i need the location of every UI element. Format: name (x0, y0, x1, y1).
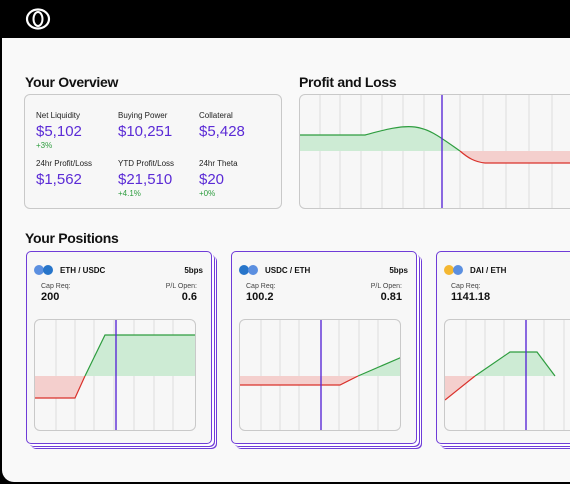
pnl-loss-line (459, 150, 570, 164)
stat-value: $5,102 (36, 123, 82, 140)
stat-value: $21,510 (118, 171, 173, 188)
position-header: USDC / ETH 5bps (239, 264, 408, 278)
overview-card: Net Liquidity $5,102 +3% Buying Power $1… (24, 94, 282, 209)
dai-token-icon (444, 265, 454, 275)
pnl-title: Profit and Loss (299, 74, 397, 90)
usdc-token-icon (239, 265, 249, 275)
eth-token-icon (453, 265, 463, 275)
stat-value: $1,562 (36, 171, 82, 188)
position-pair: DAI / ETH (470, 266, 507, 275)
position-header: DAI / ETH (444, 264, 570, 278)
cap-req-value: 100.2 (246, 291, 274, 303)
stat-value: $10,251 (118, 123, 173, 140)
cap-req-label: Cap Req: (451, 283, 481, 290)
position-pair: USDC / ETH (265, 266, 311, 275)
stat-label: Buying Power (118, 111, 168, 120)
stat-buying-power: Buying Power $10,251 (118, 111, 172, 140)
stat-collateral: Collateral $5,428 (199, 111, 245, 140)
stat-change: +0% (199, 189, 216, 198)
cap-req-label: Cap Req: (246, 283, 276, 290)
stat-value: $5,428 (199, 123, 245, 140)
pnl-gain-area (300, 126, 460, 151)
stat-label: Net Liquidity (36, 111, 81, 120)
position-pair: ETH / USDC (60, 266, 106, 275)
pl-open-label: P/L Open: (370, 283, 402, 290)
stat-net-liquidity: Net Liquidity $5,102 +3% (36, 111, 82, 150)
stat-label: Collateral (199, 111, 233, 120)
position-fee: 5bps (184, 266, 203, 275)
position-card-usdc-eth[interactable]: USDC / ETH 5bps Cap Req: 100.2 P/L Open:… (231, 251, 417, 444)
cap-req-label: Cap Req: (41, 283, 71, 290)
stat-label: 24hr Profit/Loss (36, 159, 93, 168)
eth-token-icon (248, 265, 258, 275)
stat-value: $20 (199, 171, 225, 188)
stat-change: +4.1% (118, 189, 141, 198)
position-card-dai-eth[interactable]: DAI / ETH Cap Req: 1141.18 (436, 251, 570, 444)
pl-open-label: P/L Open: (165, 283, 197, 290)
eth-token-icon (34, 265, 44, 275)
pl-open-value: 0.6 (181, 291, 197, 303)
app-logo-icon[interactable] (25, 8, 51, 30)
top-bar (0, 0, 570, 38)
positions-title: Your Positions (25, 230, 119, 246)
stat-24hr-pnl: 24hr Profit/Loss $1,562 (36, 159, 92, 188)
usdc-token-icon (43, 265, 53, 275)
cap-req-value: 1141.18 (451, 291, 491, 303)
position-payoff-chart (239, 319, 401, 431)
pnl-loss-area (460, 151, 570, 163)
stat-change: +3% (36, 141, 53, 150)
position-payoff-chart (444, 319, 570, 431)
pnl-chart (300, 95, 570, 208)
position-header: ETH / USDC 5bps (34, 264, 203, 278)
cap-req-value: 200 (41, 291, 60, 303)
position-payoff-chart (34, 319, 196, 431)
pl-open-value: 0.81 (380, 291, 402, 303)
stat-ytd-pnl: YTD Profit/Loss $21,510 +4.1% (118, 159, 174, 198)
stat-24hr-theta: 24hr Theta $20 +0% (199, 159, 238, 198)
pnl-gain-line (300, 126, 461, 152)
pnl-chart-card[interactable] (299, 94, 570, 209)
stat-label: YTD Profit/Loss (118, 159, 175, 168)
stat-label: 24hr Theta (199, 159, 238, 168)
position-card-eth-usdc[interactable]: ETH / USDC 5bps Cap Req: 200 P/L Open: 0… (26, 251, 212, 444)
overview-title: Your Overview (25, 74, 119, 90)
position-fee: 5bps (389, 266, 408, 275)
dashboard: Your Overview Net Liquidity $5,102 +3% B… (2, 38, 570, 482)
